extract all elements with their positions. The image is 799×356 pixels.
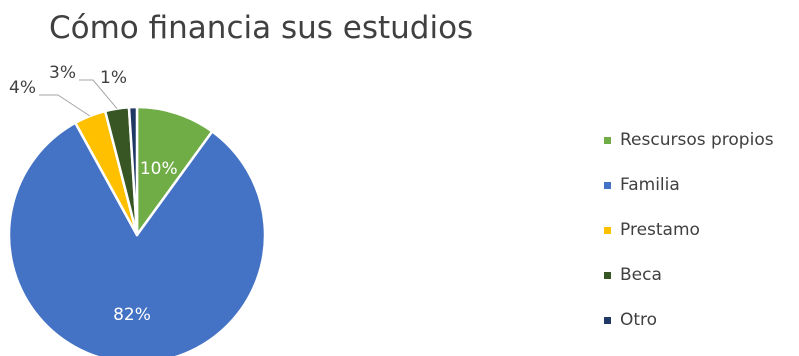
pie-slice-familia [7, 121, 267, 356]
legend-label: Otro [620, 310, 658, 330]
data-label-beca: 3% [49, 63, 76, 83]
pie-slice-rescursos-propios [135, 105, 214, 237]
leader-line [79, 79, 118, 109]
legend-swatch [604, 317, 611, 324]
legend-swatch [604, 272, 611, 279]
pie-slices [7, 105, 267, 356]
leader-line [39, 94, 91, 117]
legend-label: Familia [620, 175, 680, 195]
legend-label: Beca [620, 265, 662, 285]
data-label-otro: 1% [100, 68, 127, 88]
data-labels: 10% 82% 4% 3% 1% [9, 63, 178, 325]
legend-swatch [604, 227, 611, 234]
chart-title: Cómo financia sus estudios [49, 10, 474, 46]
legend-swatch [604, 182, 611, 189]
data-label-rescursos-propios: 10% [140, 159, 178, 179]
legend-label: Rescursos propios [620, 130, 774, 150]
legend-label: Prestamo [620, 220, 700, 240]
data-label-familia: 82% [113, 305, 151, 325]
legend-swatch [604, 137, 611, 144]
leader-lines [39, 79, 118, 117]
data-label-prestamo: 4% [9, 78, 36, 98]
pie-slice-otro [127, 105, 139, 237]
